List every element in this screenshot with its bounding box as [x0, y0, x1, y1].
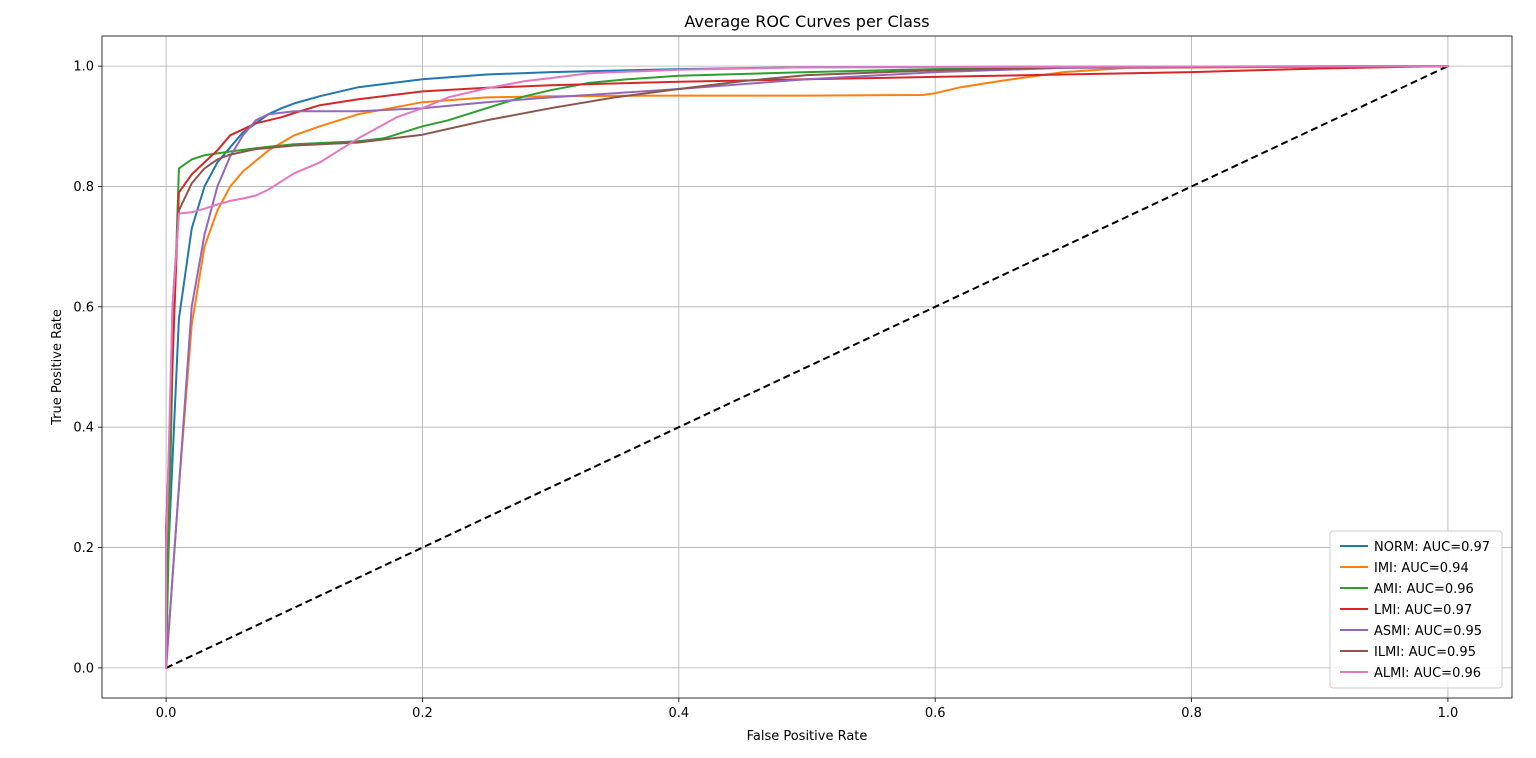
x-tick-label: 0.8 — [1181, 706, 1202, 721]
chart-title: Average ROC Curves per Class — [684, 12, 929, 31]
legend-label-ami: AMI: AUC=0.96 — [1374, 582, 1474, 597]
legend-label-ilmi: ILMI: AUC=0.95 — [1374, 645, 1476, 660]
chance-diagonal — [165, 65, 1449, 669]
x-tick-label: 1.0 — [1438, 706, 1459, 721]
legend-label-imi: IMI: AUC=0.94 — [1374, 561, 1469, 576]
y-tick-label: 0.8 — [73, 180, 94, 195]
y-tick-label: 0.4 — [73, 421, 94, 436]
legend-box — [1329, 530, 1503, 689]
legend-label-norm: NORM: AUC=0.97 — [1374, 540, 1490, 555]
x-tick-label: 0.6 — [925, 706, 946, 721]
axes: 0.0 0.2 0.4 0.6 0.8 1.0 0.0 0.2 0.4 0.6 0.8 1.0 — [73, 35, 1513, 721]
roc-line-ilmi — [165, 65, 1449, 669]
roc-line-almi — [165, 65, 1449, 669]
roc-line-norm — [165, 65, 1449, 669]
legend-label-almi: ALMI: AUC=0.96 — [1374, 666, 1481, 681]
y-tick-label: 0.2 — [73, 541, 94, 556]
roc-line-asmi — [165, 65, 1449, 669]
x-tick-label: 0.2 — [412, 706, 433, 721]
roc-line-lmi — [165, 65, 1449, 669]
y-tick-label: 0.6 — [73, 300, 94, 315]
roc-line-imi — [165, 65, 1449, 669]
y-tick-label: 1.0 — [73, 60, 94, 75]
chance-line — [165, 65, 1449, 669]
y-axis-label: True Positive Rate — [50, 309, 65, 426]
plot-frame — [101, 35, 1513, 699]
series-lines — [165, 65, 1449, 669]
roc-line-ami — [165, 65, 1449, 669]
grid-lines — [102, 36, 1512, 698]
y-tick-label: 0.0 — [73, 661, 94, 676]
x-tick-label: 0.4 — [668, 706, 689, 721]
legend: NORM: AUC=0.97 IMI: AUC=0.94 AMI: AUC=0.96… — [1329, 530, 1503, 689]
legend-label-asmi: ASMI: AUC=0.95 — [1374, 624, 1482, 639]
x-tick-label: 0.0 — [156, 706, 177, 721]
legend-label-lmi: LMI: AUC=0.97 — [1374, 603, 1472, 618]
x-axis-label: False Positive Rate — [747, 729, 868, 744]
